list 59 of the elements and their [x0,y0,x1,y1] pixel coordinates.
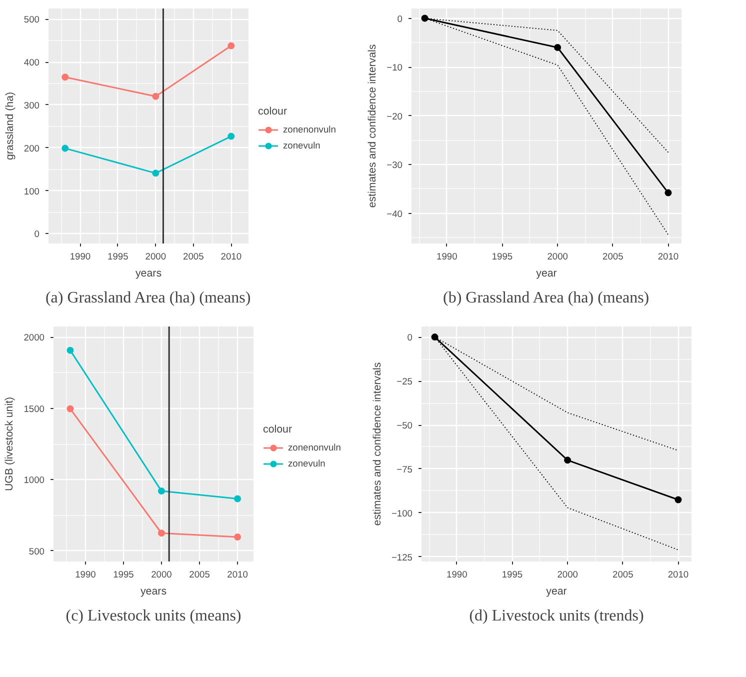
legend-label: zonenonvuln [288,442,341,454]
legend-title: colour [263,424,294,436]
text: (c) Livestock units (means) [66,608,242,624]
y-tick-label: 500 [24,14,40,25]
x-tick-label: 1990 [70,252,91,262]
x-tick-label: 2005 [183,252,204,262]
x-tick-label: 2000 [547,252,568,262]
y-axis-title: UGB (livestock unit) [4,396,16,492]
y-tick-label: −10 [386,62,403,73]
text: (d) Livestock units (trends) [469,608,644,624]
y-axis-title: estimates and confidence intervals [366,44,379,208]
y-tick-label: −20 [386,111,403,122]
x-tick-label: 2010 [668,570,689,580]
x-tick-label: 1995 [492,252,513,262]
x-tick-label: 1995 [113,570,134,580]
x-axis-title: years [140,586,167,598]
legend-label: zonevuln [283,140,320,152]
legend-label: zonenonvuln [283,124,336,136]
x-tick-label: 2005 [602,252,624,262]
y-tick-label: 100 [24,186,40,196]
y-tick-label: 1500 [24,404,45,414]
y-tick-label: −100 [391,508,413,518]
y-tick-label: −50 [396,420,413,431]
y-tick-label: −25 [396,376,413,387]
y-tick-label: 500 [28,546,45,556]
y-axis-title: estimates and confidence intervals [371,362,384,526]
y-tick-label: −75 [396,464,413,474]
x-tick-label: 2000 [151,570,172,580]
y-tick-label: 1000 [24,475,45,486]
x-tick-label: 1990 [436,252,458,262]
y-tick-label: 0 [407,332,413,343]
y-tick-label: −40 [386,208,403,219]
legend-title: colour [258,106,288,118]
x-tick-label: 2005 [189,570,210,580]
y-axis-title: grassland (ha) [4,92,16,160]
x-axis-title: years [135,268,162,280]
x-tick-label: 2000 [145,252,166,262]
y-tick-label: 300 [24,100,40,110]
y-tick-label: −30 [386,160,403,170]
x-tick-label: 2005 [612,570,634,580]
text: (a) Grassland Area (ha) (means) [45,290,251,306]
x-tick-label: 1990 [446,570,468,580]
x-tick-label: 1995 [108,252,128,262]
y-tick-label: 0 [34,229,40,240]
legend-label: zonevuln [288,458,326,470]
y-tick-label: 200 [24,143,40,154]
x-tick-label: 1995 [502,570,523,580]
x-axis-title: year [546,586,568,598]
x-tick-label: 2010 [220,252,242,262]
x-tick-label: 2000 [557,570,578,580]
y-tick-label: 0 [397,14,403,24]
x-tick-label: 1990 [75,570,96,580]
y-tick-label: 2000 [24,332,45,343]
x-tick-label: 2010 [227,570,248,580]
x-axis-title: year [536,268,558,280]
x-tick-label: 2010 [658,252,679,262]
y-tick-label: 400 [24,58,40,68]
y-tick-label: −125 [391,552,413,562]
text: (b) Grassland Area (ha) (means) [442,290,650,306]
